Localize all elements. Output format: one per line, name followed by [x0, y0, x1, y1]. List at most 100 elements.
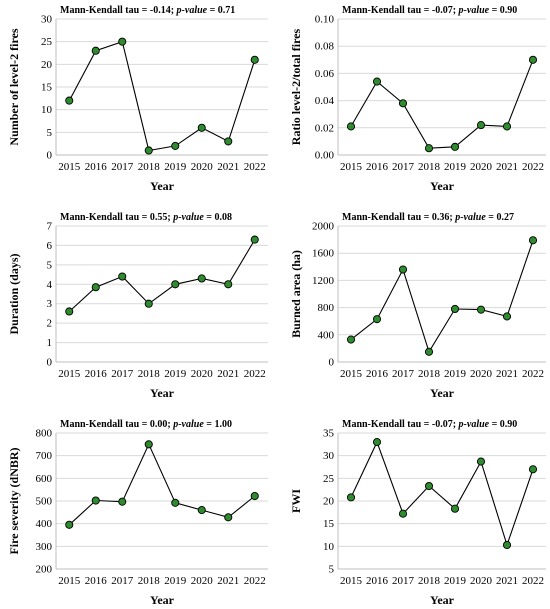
title-pvalue-label: p-value [458, 5, 490, 16]
data-point [424, 347, 434, 356]
x-tick-label: 2019 [444, 575, 467, 587]
y-tick-label: 800 [36, 428, 53, 440]
data-point [250, 491, 259, 501]
data-point [528, 55, 538, 64]
x-tick-label: 2020 [191, 161, 214, 173]
title-pvalue-value: = 0.90 [489, 5, 517, 16]
data-point [91, 283, 100, 292]
chart-title: Mann-Kendall tau = 0.55; p-value = 0.08 [60, 212, 232, 223]
data-point [91, 496, 100, 505]
y-tick-label: 25 [323, 473, 335, 485]
data-point [144, 440, 153, 449]
x-tick-label: 2015 [58, 161, 81, 173]
y-tick-label: 0 [329, 357, 335, 369]
x-axis-label: Year [150, 179, 175, 193]
data-point [224, 137, 233, 146]
x-tick-label: 2015 [58, 368, 81, 380]
title-pvalue-value: = 0.27 [486, 212, 514, 223]
data-point [398, 509, 408, 518]
y-tick-label: 4 [47, 279, 53, 291]
y-tick-label: 5 [47, 127, 53, 139]
title-pvalue-value: = 1.00 [204, 419, 232, 430]
chart-title: Mann-Kendall tau = -0.07; p-value = 0.90 [342, 5, 517, 16]
y-tick-label: 10 [323, 541, 335, 553]
data-point [197, 274, 206, 283]
x-tick-label: 2016 [85, 368, 108, 380]
data-point [118, 497, 127, 506]
title-statistic: Mann-Kendall tau = 0.55; [60, 212, 173, 223]
y-axis-label: Duration (days) [7, 253, 21, 334]
y-tick-label: 0.10 [315, 14, 335, 26]
x-tick-label: 2017 [392, 368, 415, 380]
y-tick-label: 700 [36, 450, 53, 462]
data-point [250, 235, 259, 244]
x-axis-label: Year [150, 386, 175, 400]
x-tick-label: 2022 [522, 368, 544, 380]
data-point [476, 121, 486, 130]
x-tick-label: 2015 [340, 368, 363, 380]
series-line [350, 59, 534, 149]
x-tick-label: 2020 [191, 368, 214, 380]
x-tick-label: 2018 [418, 161, 441, 173]
y-axis-label: Ratio level-2/total fires [289, 28, 303, 145]
y-tick-label: 0 [47, 357, 53, 369]
x-tick-label: 2021 [217, 368, 239, 380]
data-point [171, 280, 180, 289]
y-tick-label: 800 [318, 302, 335, 314]
data-point [197, 506, 206, 515]
data-point [346, 335, 356, 344]
y-tick-label: 10 [41, 104, 53, 116]
x-tick-label: 2017 [111, 575, 134, 587]
x-tick-label: 2016 [366, 575, 389, 587]
title-statistic: Mann-Kendall tau = -0.14; [60, 5, 177, 16]
series-line [350, 240, 534, 354]
chart-panel-1: 0 5 10 15 20 25 30 2015 2016 2017 2018 2019 2020 2021… [7, 5, 268, 193]
data-point [450, 504, 460, 513]
x-tick-label: 2017 [392, 161, 415, 173]
y-tick-label: 6 [47, 240, 53, 252]
y-tick-label: 20 [323, 496, 335, 508]
x-tick-label: 2020 [470, 161, 493, 173]
y-tick-label: 3 [47, 298, 53, 310]
data-point [398, 99, 408, 108]
y-tick-label: 5 [47, 259, 53, 271]
data-point [528, 236, 538, 245]
y-tick-label: 15 [41, 82, 53, 94]
title-statistic: Mann-Kendall tau = -0.07; [342, 419, 459, 430]
series-line [350, 440, 534, 547]
data-point [346, 122, 356, 131]
y-axis-label: Number of level-2 fires [7, 28, 21, 146]
title-statistic: Mann-Kendall tau = 0.36; [342, 212, 455, 223]
y-tick-label: 7 [47, 221, 53, 233]
x-tick-label: 2019 [444, 368, 467, 380]
y-tick-label: 300 [36, 541, 53, 553]
chart-panel-5: 200 300 400 500 600 700 800 2015 2016 2017 2018 201… [7, 419, 268, 607]
y-tick-label: 30 [41, 14, 53, 26]
data-point [171, 141, 180, 150]
data-point [144, 146, 153, 155]
chart-title: Mann-Kendall tau = -0.14; p-value = 0.71 [60, 5, 235, 16]
y-tick-label: 2000 [312, 221, 335, 233]
y-tick-label: 500 [36, 496, 53, 508]
data-point [372, 77, 382, 86]
x-axis-label: Year [150, 593, 175, 607]
title-pvalue-label: p-value [176, 5, 208, 16]
x-tick-label: 2017 [111, 368, 134, 380]
y-axis-label: Fire severity (dNBR) [7, 447, 21, 554]
x-tick-label: 2020 [470, 368, 493, 380]
x-tick-label: 2018 [418, 368, 441, 380]
x-tick-label: 2017 [392, 575, 415, 587]
x-tick-label: 2022 [522, 161, 544, 173]
x-tick-label: 2022 [244, 575, 266, 587]
x-tick-label: 2021 [496, 368, 518, 380]
data-point [476, 457, 486, 466]
data-point [91, 46, 100, 55]
y-tick-label: 0 [47, 150, 53, 162]
data-point [372, 315, 382, 324]
title-pvalue-value: = 0.08 [204, 212, 232, 223]
y-axis-label: Burned area (ha) [289, 250, 303, 338]
y-tick-label: 0.08 [315, 41, 335, 53]
chart-title: Mann-Kendall tau = 0.00; p-value = 1.00 [60, 419, 232, 430]
y-tick-label: 1600 [312, 248, 335, 260]
